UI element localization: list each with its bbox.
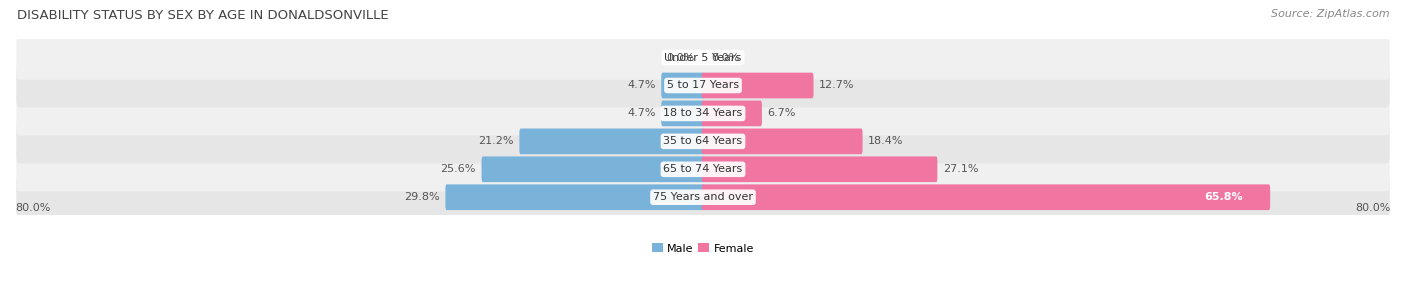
Text: 80.0%: 80.0% [15,203,51,213]
Text: 6.7%: 6.7% [768,108,796,118]
Text: 4.7%: 4.7% [627,108,655,118]
FancyBboxPatch shape [17,35,1389,80]
Text: 29.8%: 29.8% [404,192,440,202]
FancyBboxPatch shape [702,101,762,126]
Text: DISABILITY STATUS BY SEX BY AGE IN DONALDSONVILLE: DISABILITY STATUS BY SEX BY AGE IN DONAL… [17,9,388,22]
Text: 80.0%: 80.0% [1355,203,1391,213]
FancyBboxPatch shape [661,101,704,126]
FancyBboxPatch shape [519,128,704,154]
Text: 75 Years and over: 75 Years and over [652,192,754,202]
Text: 35 to 64 Years: 35 to 64 Years [664,136,742,146]
Text: 65.8%: 65.8% [1205,192,1243,202]
FancyBboxPatch shape [17,92,1389,135]
Text: 0.0%: 0.0% [711,52,740,63]
Text: Source: ZipAtlas.com: Source: ZipAtlas.com [1271,9,1389,19]
FancyBboxPatch shape [702,128,862,154]
FancyBboxPatch shape [17,175,1389,219]
Text: 18 to 34 Years: 18 to 34 Years [664,108,742,118]
Text: Under 5 Years: Under 5 Years [665,52,741,63]
Text: 5 to 17 Years: 5 to 17 Years [666,81,740,91]
Text: 25.6%: 25.6% [440,164,477,174]
Text: 0.0%: 0.0% [666,52,695,63]
FancyBboxPatch shape [702,185,1270,210]
FancyBboxPatch shape [702,73,814,98]
FancyBboxPatch shape [481,156,704,182]
FancyBboxPatch shape [661,73,704,98]
Legend: Male, Female: Male, Female [647,239,759,258]
FancyBboxPatch shape [17,119,1389,163]
FancyBboxPatch shape [17,147,1389,191]
FancyBboxPatch shape [17,63,1389,108]
FancyBboxPatch shape [702,156,938,182]
Text: 27.1%: 27.1% [943,164,979,174]
Text: 4.7%: 4.7% [627,81,655,91]
Text: 18.4%: 18.4% [868,136,904,146]
FancyBboxPatch shape [446,185,704,210]
Text: 12.7%: 12.7% [820,81,855,91]
Text: 21.2%: 21.2% [478,136,513,146]
Text: 65 to 74 Years: 65 to 74 Years [664,164,742,174]
